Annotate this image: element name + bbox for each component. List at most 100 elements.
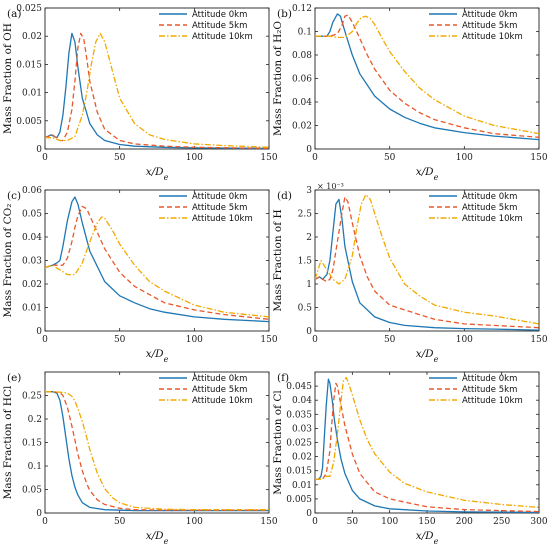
legend-entry-label: Attitude 0km bbox=[462, 374, 517, 384]
panel-b: 0 50 100 150 0 0.02 0.04 0.06 0.08 0.1 0.12(b) x/De… bbox=[272, 4, 548, 182]
y-tick-label: 0.02 bbox=[22, 280, 42, 290]
legend-entry-label: Attitude 0km bbox=[462, 10, 517, 20]
y-tick-label: 0.15 bbox=[22, 439, 42, 449]
series-line-attitude-0km bbox=[45, 196, 269, 323]
y-tick-label: 1.5 bbox=[298, 257, 313, 267]
y-tick-label: 0.025 bbox=[286, 439, 312, 449]
y-axis-label: Mass Fraction of H bbox=[272, 209, 284, 311]
series-line-attitude-5km bbox=[45, 205, 269, 320]
y-tick-label: 0.045 bbox=[286, 382, 312, 392]
x-tick-label: 0 bbox=[42, 153, 48, 163]
x-tick-label: 200 bbox=[456, 517, 473, 527]
y-tick-label: 2.5 bbox=[298, 210, 313, 220]
legend-entry-label: Attitude 10km bbox=[462, 396, 523, 406]
series-line-attitude-5km bbox=[45, 391, 269, 511]
y-tick-label: 0.06 bbox=[292, 75, 312, 85]
x-tick-label: 300 bbox=[530, 517, 547, 527]
y-tick-label: 2 bbox=[306, 233, 312, 243]
panel-label: (c) bbox=[7, 190, 21, 202]
y-tick-label: 0.04 bbox=[22, 233, 42, 243]
y-tick-label: 0 bbox=[36, 327, 42, 337]
series-line-attitude-0km bbox=[45, 32, 269, 149]
series-line-attitude-0km bbox=[315, 198, 539, 331]
series-line-attitude-10km bbox=[315, 15, 539, 135]
x-tick-label: 100 bbox=[186, 335, 203, 345]
series-line-attitude-10km bbox=[45, 391, 269, 511]
y-tick-label: 0.005 bbox=[16, 117, 42, 127]
legend-entry-label: Attitude 10km bbox=[192, 214, 253, 224]
series-line-attitude-10km bbox=[315, 376, 539, 509]
y-tick-label: 0 bbox=[36, 509, 42, 519]
x-axis-label: x/De bbox=[146, 166, 169, 182]
x-axis-label: x/De bbox=[416, 166, 439, 182]
legend-entry-label: Attitude 0km bbox=[192, 374, 247, 384]
legend-entry-label: Attitude 10km bbox=[462, 214, 523, 224]
y-tick-label: 0.02 bbox=[292, 122, 312, 132]
legend-entry-label: Attitude 10km bbox=[462, 32, 523, 42]
y-tick-label: 0.06 bbox=[22, 186, 42, 196]
panel-label: (f) bbox=[277, 372, 289, 384]
x-tick-label: 50 bbox=[114, 153, 126, 163]
series-line-attitude-10km bbox=[315, 194, 539, 325]
legend-entry-label: Attitude 0km bbox=[192, 10, 247, 20]
x-tick-label: 150 bbox=[418, 517, 435, 527]
y-tick-label: 0.01 bbox=[22, 304, 42, 314]
y-tick-label: 0 bbox=[306, 509, 312, 519]
y-tick-label: 0.015 bbox=[16, 60, 42, 70]
legend-entry-label: Attitude 10km bbox=[192, 32, 253, 42]
x-tick-label: 50 bbox=[114, 517, 126, 527]
y-tick-label: 0.01 bbox=[22, 89, 42, 99]
series-group bbox=[45, 196, 269, 323]
legend-entry-label: Attitude 5km bbox=[462, 203, 517, 213]
x-tick-label: 250 bbox=[493, 517, 510, 527]
y-tick-label: 0 bbox=[306, 145, 312, 155]
x-tick-label: 100 bbox=[456, 153, 473, 163]
y-tick-label: 0.03 bbox=[292, 424, 312, 434]
y-tick-label: 0.05 bbox=[22, 486, 42, 496]
panel-e: 0 50 100 150 0 0.05 0.1 0.15 0.2 0.25(e) x/De Mass … bbox=[2, 371, 278, 546]
panel-label: (d) bbox=[277, 190, 292, 202]
panel-a: 0 50 100 150 0 0.005 0.01 0.015 0.02 0.025(a) x/De… bbox=[2, 4, 278, 182]
legend-entry-label: Attitude 0km bbox=[462, 192, 517, 202]
series-group bbox=[315, 13, 539, 141]
x-tick-label: 150 bbox=[260, 517, 277, 527]
y-tick-label: 0.025 bbox=[16, 4, 42, 14]
y-tick-label: 0.01 bbox=[292, 481, 312, 491]
y-axis-label: Mass Fraction of H₂O bbox=[272, 21, 284, 136]
x-tick-label: 100 bbox=[381, 517, 398, 527]
y-tick-label: 0.04 bbox=[292, 396, 312, 406]
series-line-attitude-0km bbox=[315, 13, 539, 141]
x-tick-label: 50 bbox=[347, 517, 359, 527]
legend-entry-label: Attitude 5km bbox=[192, 21, 247, 31]
panel-d: 0 50 100 150 0 0.5 1 1.5 2 2.5 3 × 10⁻³ (d) x/De Mass … bbox=[272, 182, 548, 364]
x-tick-label: 50 bbox=[114, 335, 126, 345]
x-axis-label: x/De bbox=[416, 348, 439, 364]
series-line-attitude-0km bbox=[315, 378, 539, 513]
y-tick-label: 3 bbox=[306, 186, 312, 196]
y-tick-label: 0.2 bbox=[28, 415, 42, 425]
x-tick-label: 100 bbox=[186, 153, 203, 163]
y-axis-label: Mass Fraction of HCl bbox=[2, 385, 14, 499]
plot-frame bbox=[44, 7, 270, 150]
series-line-attitude-5km bbox=[315, 196, 539, 329]
x-tick-label: 0 bbox=[312, 335, 318, 345]
y-tick-label: 0.03 bbox=[22, 257, 42, 267]
y-tick-label: 0.25 bbox=[22, 392, 42, 402]
y-tick-label: 0.02 bbox=[292, 453, 312, 463]
panel-label: (e) bbox=[7, 372, 21, 384]
series-group bbox=[315, 194, 539, 331]
x-tick-label: 100 bbox=[186, 517, 203, 527]
y-axis-label: Mass Fraction of Cl bbox=[272, 390, 284, 495]
legend-entry-label: Attitude 5km bbox=[192, 203, 247, 213]
x-tick-label: 0 bbox=[42, 335, 48, 345]
panel-c: 0 50 100 150 0 0.01 0.02 0.03 0.04 0.05 0.06(c) x/D… bbox=[2, 186, 278, 364]
series-group bbox=[45, 391, 269, 512]
panel-label: (a) bbox=[7, 8, 21, 20]
series-group bbox=[315, 376, 539, 513]
series-line-attitude-10km bbox=[45, 216, 269, 318]
